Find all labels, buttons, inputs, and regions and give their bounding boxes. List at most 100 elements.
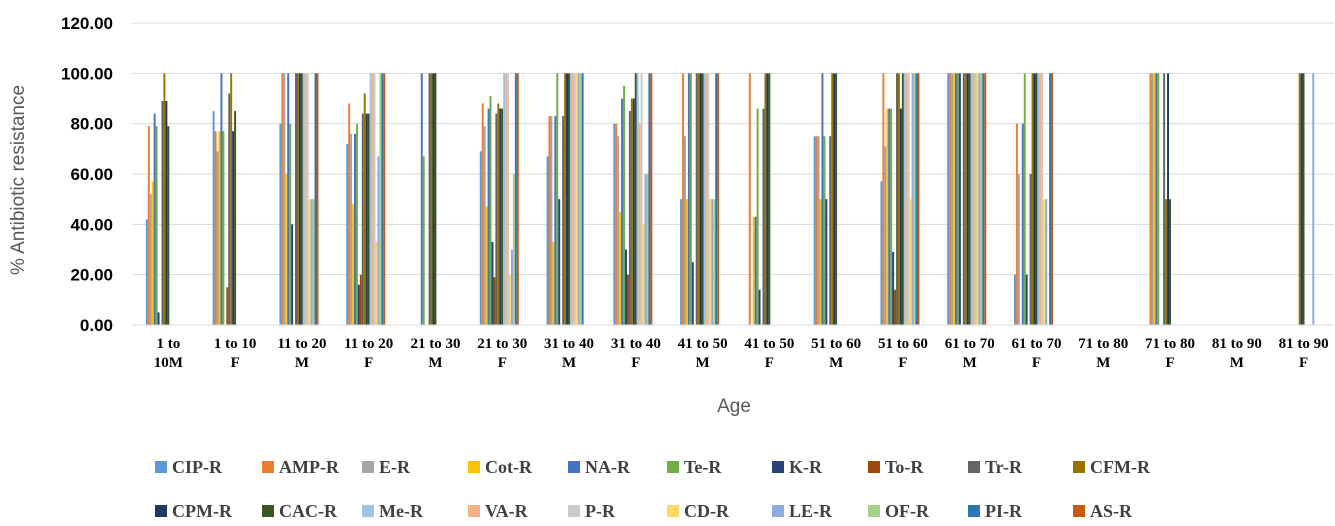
legend-item-K-R: K-R [772,457,823,477]
bar [491,241,494,325]
bar [483,126,486,326]
bar [493,277,496,325]
legend-swatch [468,505,480,517]
bar [951,73,954,325]
bar [1151,73,1154,325]
bar [715,73,718,325]
legend-swatch [1073,461,1085,473]
bar [833,73,836,325]
bar [1029,174,1032,325]
legend-label: AMP-R [279,457,340,477]
bar [691,262,694,325]
legend-item-PI-R: PI-R [968,501,1023,521]
x-tick-label: 31 to 40 F [611,336,661,371]
bar [752,216,755,325]
bar [699,73,702,325]
bar [972,73,975,325]
bar [1302,73,1305,325]
bar [955,73,957,325]
bar [684,136,686,325]
series-P-R [306,73,1044,325]
bar [1037,73,1040,325]
bar [581,73,584,325]
bar [155,126,158,326]
bar [648,73,651,325]
bar [903,73,906,325]
bar [717,73,720,325]
bar [568,73,570,325]
legend-item-OF-R: OF-R [868,501,930,521]
bar [354,133,356,325]
bar [974,73,977,325]
bar [434,73,437,325]
bar [949,73,952,325]
bar [1025,274,1028,325]
bar [630,98,633,325]
legend-item-CPM-R: CPM-R [155,501,233,521]
bar [758,289,761,325]
series-AS-R [316,73,1053,325]
bar [970,73,973,325]
bar [917,73,920,325]
bar [512,174,515,325]
legend-item-NA-R: NA-R [568,457,631,477]
bar [1015,123,1018,325]
bar [707,73,710,325]
bar [819,199,822,325]
bar [383,73,386,325]
bar [907,73,910,325]
bar [626,274,629,325]
bar [640,73,643,325]
x-tick-label: 61 to 70 M [945,336,995,371]
series-NA-R [153,73,1158,326]
bar [363,93,366,325]
legend-item-CFM-R: CFM-R [1073,457,1151,477]
bar [646,174,649,325]
bar [703,73,706,325]
bar [884,146,887,325]
series-CFM-R [163,73,1301,325]
bar [316,73,319,325]
bar [302,73,305,325]
bar [685,199,688,325]
bar [571,73,574,325]
x-tick-label: 71 to 80 F [1145,336,1195,371]
legend-item-AS-R: AS-R [1073,501,1133,521]
bar [1163,73,1166,325]
bar [485,206,488,325]
legend-item-CAC-R: CAC-R [262,501,338,521]
bar [1169,199,1171,325]
bar [308,199,311,325]
bar [312,199,315,325]
bar [711,199,714,325]
y-tick-label: 100.00 [61,64,113,83]
bar [695,73,698,325]
bar [709,199,712,325]
legend-item-E-R: E-R [362,457,411,477]
x-tick-label: 41 to 50 F [744,336,794,371]
bar [314,73,317,325]
legend-swatch [362,505,374,517]
bar [218,131,221,325]
bar [361,113,364,325]
bar [689,73,692,325]
series-PI-R [314,73,1052,325]
bar [1035,73,1038,325]
x-tick-label: 41 to 50 M [678,336,728,371]
bar [289,123,292,325]
legend-item-Te-R: Te-R [667,457,722,477]
bar [1017,174,1020,325]
bar [964,73,967,325]
legend-swatch [868,505,880,517]
bar [285,174,288,325]
bar [505,73,508,325]
bar [569,73,572,325]
bar [615,123,618,325]
bar [748,73,751,325]
legend-swatch [968,505,980,517]
bar [371,73,374,325]
x-tick-label: 21 to 30 F [477,336,527,371]
legend-swatch [568,461,580,473]
bar [359,274,362,325]
bar [566,73,569,325]
